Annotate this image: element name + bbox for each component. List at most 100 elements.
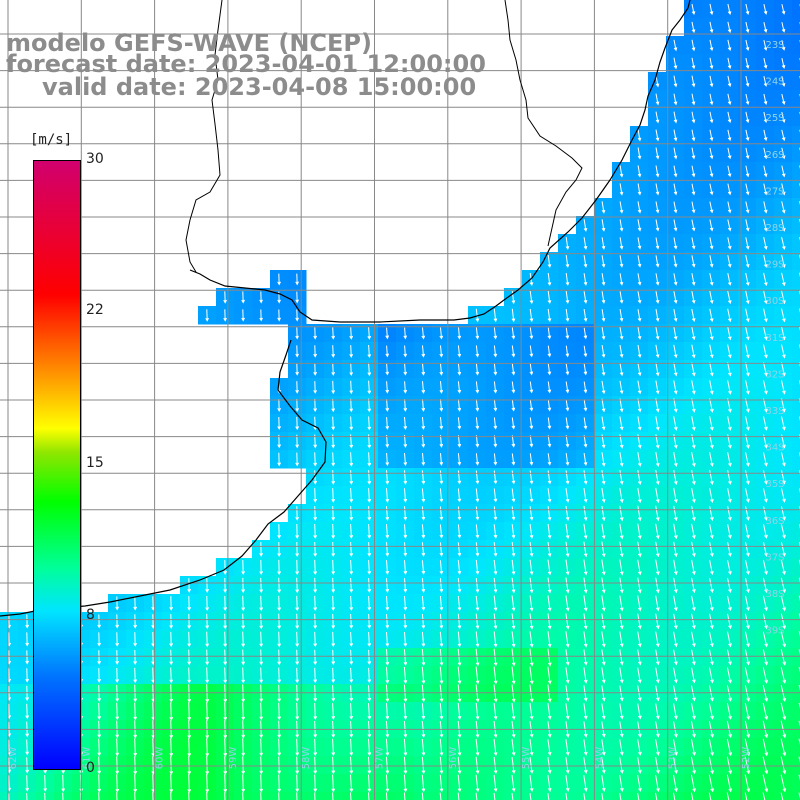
- wind-arrow: [673, 398, 678, 413]
- wind-arrow: [762, 738, 769, 757]
- wind-arrow: [313, 523, 318, 540]
- wind-arrow: [673, 739, 678, 756]
- wind-arrow: [457, 595, 462, 612]
- wind-arrow: [493, 613, 498, 630]
- wind-arrow: [421, 756, 426, 775]
- wind-arrow: [277, 756, 282, 775]
- latitude-labels: 23S 24S 25S 26S 27S 28S 29S 30S 31S 32S 33S 34S 35S 3…: [765, 40, 784, 637]
- wind-arrow: [349, 506, 354, 521]
- wind-arrow: [547, 308, 552, 323]
- wind-arrow: [583, 219, 588, 232]
- wind-arrow: [331, 363, 336, 376]
- wind-speed-cell: [792, 792, 800, 800]
- wind-arrow: [637, 165, 642, 178]
- wind-arrow: [709, 613, 714, 630]
- wind-arrow: [349, 667, 354, 684]
- wind-arrow: [367, 560, 372, 575]
- wind-arrow: [601, 559, 606, 576]
- wind-arrow: [547, 739, 552, 756]
- wind-arrow: [745, 416, 750, 431]
- wind-arrow: [673, 183, 678, 196]
- wind-arrow: [780, 559, 786, 576]
- wind-arrow: [709, 39, 714, 52]
- wind-arrow: [223, 738, 228, 757]
- wind-arrow: [439, 703, 444, 720]
- wind-arrow: [277, 631, 282, 648]
- wind-arrow: [655, 398, 660, 413]
- wind-arrow: [763, 326, 768, 341]
- wind-arrow: [673, 559, 678, 576]
- wind-arrow: [97, 632, 102, 647]
- wind-arrow: [673, 75, 678, 88]
- wind-arrow: [655, 792, 658, 800]
- wind-arrow: [583, 417, 588, 430]
- wind-arrow: [331, 488, 336, 503]
- wind-arrow: [349, 577, 354, 594]
- wind-arrow: [187, 578, 192, 593]
- wind-arrow: [277, 524, 282, 539]
- wind-arrow: [762, 667, 769, 684]
- wind-arrow: [637, 505, 642, 522]
- wind-arrow: [691, 523, 696, 540]
- wind-arrow: [781, 344, 786, 359]
- wind-arrow: [619, 541, 624, 558]
- wind-arrow: [673, 165, 678, 178]
- wind-arrow: [511, 524, 516, 539]
- wind-arrow: [277, 577, 282, 594]
- wind-arrow: [637, 201, 642, 214]
- wind-arrow: [673, 273, 678, 286]
- wind-arrow: [511, 327, 516, 340]
- wind-arrow: [619, 273, 624, 286]
- wind-arrow: [439, 542, 444, 557]
- wind-arrow: [331, 595, 336, 612]
- wind-arrow: [493, 542, 498, 557]
- wind-arrow: [493, 381, 498, 394]
- wind-arrow: [763, 452, 768, 467]
- wind-arrow: [691, 398, 696, 413]
- wind-arrow: [691, 505, 696, 522]
- colorbar-tick: 0: [86, 760, 95, 776]
- wind-arrow: [583, 255, 588, 268]
- wind-speed-cell: [792, 54, 800, 73]
- wind-arrow: [421, 774, 426, 793]
- wind-arrow: [511, 702, 516, 721]
- wind-speed-cell: [792, 0, 800, 19]
- wind-arrow: [403, 524, 408, 539]
- wind-arrow: [601, 345, 606, 358]
- wind-arrow: [133, 702, 138, 721]
- wind-speed-cell: [792, 108, 800, 127]
- wind-arrow: [385, 614, 390, 629]
- wind-arrow: [421, 399, 426, 412]
- wind-arrow: [565, 559, 570, 576]
- wind-arrow: [367, 344, 372, 359]
- wind-arrow: [331, 416, 336, 431]
- wind-arrow: [745, 3, 750, 16]
- wind-arrow: [169, 756, 174, 775]
- wind-arrow: [744, 702, 751, 720]
- wind-arrow: [385, 381, 390, 394]
- wind-arrow: [224, 792, 226, 800]
- longitude-label: 55W: [521, 747, 532, 770]
- wind-arrow: [781, 488, 786, 503]
- wind-arrow: [690, 792, 694, 800]
- wind-arrow: [367, 470, 372, 485]
- wind-arrow: [745, 57, 750, 70]
- wind-arrow: [313, 345, 318, 358]
- wind-arrow: [762, 559, 768, 576]
- wind-arrow: [637, 452, 642, 467]
- wind-arrow: [349, 774, 354, 793]
- wind-arrow: [583, 327, 588, 340]
- wind-arrow: [241, 577, 246, 594]
- wind-arrow: [367, 542, 372, 557]
- wind-arrow: [727, 506, 732, 521]
- wind-arrow: [331, 577, 336, 594]
- wind-arrow: [745, 21, 750, 34]
- wind-arrow: [709, 541, 714, 558]
- wind-arrow: [385, 667, 390, 684]
- wind-arrow: [727, 129, 732, 142]
- wind-arrow: [709, 416, 714, 431]
- wind-speed-cell: [432, 792, 451, 800]
- wind-arrow: [188, 791, 190, 800]
- wind-arrow: [475, 631, 480, 648]
